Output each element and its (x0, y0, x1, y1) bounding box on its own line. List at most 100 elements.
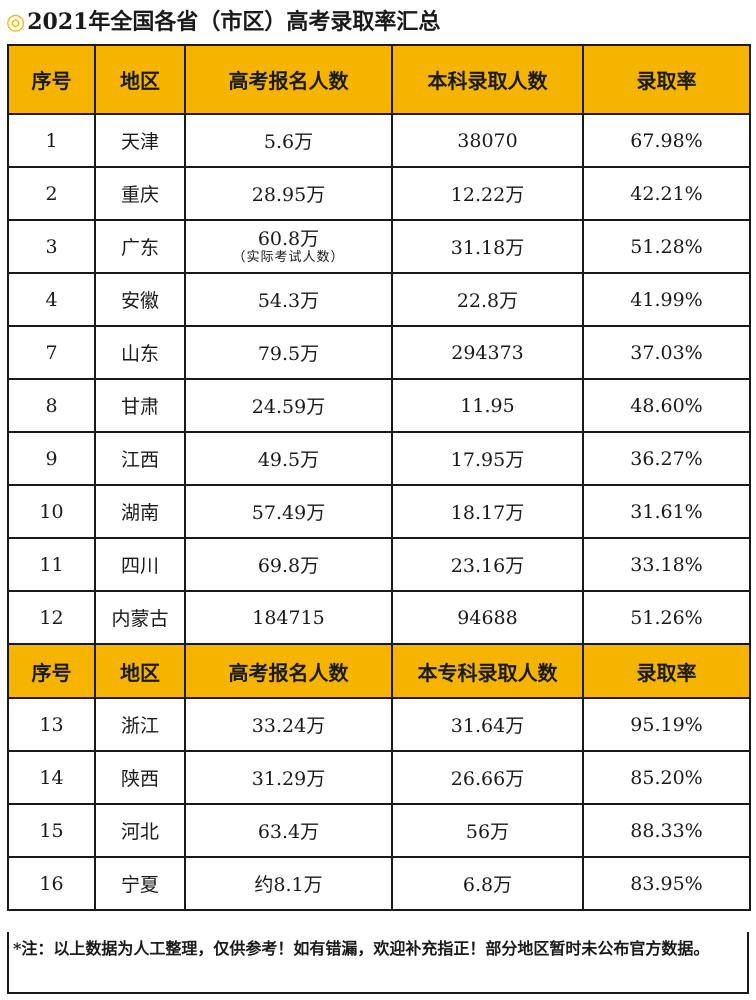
header-col-no: 序号 (7, 643, 96, 699)
cell-col-region: 湖南 (94, 484, 186, 539)
cell-col-region: 广东 (94, 219, 186, 274)
cell-col-applicants: 33.24万 (184, 697, 393, 752)
cell-col-admitted: 94688 (391, 590, 584, 645)
cell-col-admitted: 18.17万 (391, 484, 584, 539)
cell-col-rate: 33.18% (582, 537, 751, 592)
cell-col-region: 安徽 (94, 272, 186, 327)
cell-col-region: 河北 (94, 803, 186, 858)
cell-col-applicants: 63.4万 (184, 803, 393, 858)
cell-col-admitted: 23.16万 (391, 537, 584, 592)
cell-col-rate: 85.20% (582, 750, 751, 805)
cell-col-region: 四川 (94, 537, 186, 592)
cell-col-applicants: 60.8万 （实际考试人数） (184, 219, 393, 274)
table-row: 12 内蒙古 184715 94688 51.26% (7, 590, 751, 645)
table-row: 3 广东 60.8万 （实际考试人数） 31.18万 51.28% (7, 219, 751, 274)
table-row: 16 宁夏 约8.1万 6.8万 83.95% (7, 856, 751, 911)
cell-col-rate: 88.33% (582, 803, 751, 858)
table-row: 2 重庆 28.95万 12.22万 42.21% (7, 166, 751, 221)
cell-col-region: 浙江 (94, 697, 186, 752)
page-title: ◎2021年全国各省（市区）高考录取率汇总 (6, 4, 440, 40)
cell-col-region: 宁夏 (94, 856, 186, 911)
cell-col-no: 8 (7, 378, 96, 433)
cell-col-applicants: 54.3万 (184, 272, 393, 327)
table-header-row: 序号 地区 高考报名人数 本专科录取人数 录取率 (7, 643, 751, 699)
cell-col-rate: 48.60% (582, 378, 751, 433)
page-title-text: 2021年全国各省（市区）高考录取率汇总 (27, 9, 441, 35)
table-row: 14 陕西 31.29万 26.66万 85.20% (7, 750, 751, 805)
table-row: 4 安徽 54.3万 22.8万 41.99% (7, 272, 751, 327)
cell-col-applicants: 69.8万 (184, 537, 393, 592)
header-col-admitted: 本专科录取人数 (391, 643, 584, 699)
cell-col-no: 11 (7, 537, 96, 592)
table-row: 1 天津 5.6万 38070 67.98% (7, 113, 751, 168)
cell-col-rate: 37.03% (582, 325, 751, 380)
cell-col-applicants: 5.6万 (184, 113, 393, 168)
cell-col-no: 1 (7, 113, 96, 168)
cell-col-applicants: 57.49万 (184, 484, 393, 539)
cell-col-region: 甘肃 (94, 378, 186, 433)
cell-col-region: 陕西 (94, 750, 186, 805)
cell-col-admitted: 17.95万 (391, 431, 584, 486)
cell-col-admitted: 12.22万 (391, 166, 584, 221)
cell-col-admitted: 11.95 (391, 378, 584, 433)
table-row: 11 四川 69.8万 23.16万 33.18% (7, 537, 751, 592)
table-header-row: 序号 地区 高考报名人数 本科录取人数 录取率 (7, 44, 751, 115)
cell-col-rate: 41.99% (582, 272, 751, 327)
cell-col-no: 4 (7, 272, 96, 327)
cell-col-applicants: 49.5万 (184, 431, 393, 486)
cell-col-no: 15 (7, 803, 96, 858)
cell-col-region: 内蒙古 (94, 590, 186, 645)
cell-col-no: 10 (7, 484, 96, 539)
cell-col-no: 7 (7, 325, 96, 380)
table-row: 9 江西 49.5万 17.95万 36.27% (7, 431, 751, 486)
cell-col-no: 9 (7, 431, 96, 486)
cell-col-region: 江西 (94, 431, 186, 486)
cell-col-rate: 31.61% (582, 484, 751, 539)
cell-col-admitted: 31.18万 (391, 219, 584, 274)
cell-col-admitted: 22.8万 (391, 272, 584, 327)
table-row: 15 河北 63.4万 56万 88.33% (7, 803, 751, 858)
table-row: 13 浙江 33.24万 31.64万 95.19% (7, 697, 751, 752)
cell-col-applicants: 31.29万 (184, 750, 393, 805)
cell-col-rate: 95.19% (582, 697, 751, 752)
cell-col-region: 山东 (94, 325, 186, 380)
cell-col-applicants: 24.59万 (184, 378, 393, 433)
cell-col-region: 天津 (94, 113, 186, 168)
header-col-region: 地区 (94, 643, 186, 699)
footnote: *注：以上数据为人工整理，仅供参考！如有错漏，欢迎补充指正！部分地区暂时未公布官… (7, 932, 749, 994)
cell-col-admitted: 38070 (391, 113, 584, 168)
cell-col-rate: 42.21% (582, 166, 751, 221)
cell-col-rate: 51.26% (582, 590, 751, 645)
header-col-rate: 录取率 (582, 44, 751, 115)
applicants-note: （实际考试人数） (232, 249, 345, 265)
cell-col-admitted: 56万 (391, 803, 584, 858)
header-col-region: 地区 (94, 44, 186, 115)
cell-col-rate: 51.28% (582, 219, 751, 274)
cell-col-admitted: 6.8万 (391, 856, 584, 911)
cell-col-admitted: 31.64万 (391, 697, 584, 752)
cell-col-admitted: 294373 (391, 325, 584, 380)
header-col-applicants: 高考报名人数 (184, 643, 393, 699)
cell-col-rate: 83.95% (582, 856, 751, 911)
header-col-rate: 录取率 (582, 643, 751, 699)
cell-col-no: 14 (7, 750, 96, 805)
cell-col-applicants: 79.5万 (184, 325, 393, 380)
cell-col-no: 2 (7, 166, 96, 221)
cell-col-admitted: 26.66万 (391, 750, 584, 805)
table-row: 10 湖南 57.49万 18.17万 31.61% (7, 484, 751, 539)
cell-col-no: 3 (7, 219, 96, 274)
cell-col-rate: 36.27% (582, 431, 751, 486)
cell-col-applicants: 约8.1万 (184, 856, 393, 911)
header-col-no: 序号 (7, 44, 96, 115)
circle-mark-icon: ◎ (6, 9, 26, 35)
header-col-admitted: 本科录取人数 (391, 44, 584, 115)
table-row: 7 山东 79.5万 294373 37.03% (7, 325, 751, 380)
applicants-value: 60.8万 (257, 227, 320, 250)
cell-col-no: 16 (7, 856, 96, 911)
cell-col-applicants: 28.95万 (184, 166, 393, 221)
admission-table: 序号 地区 高考报名人数 本科录取人数 录取率 1 天津 5.6万 38070 67.98% 2 重庆… (7, 44, 751, 911)
table-row: 8 甘肃 24.59万 11.95 48.60% (7, 378, 751, 433)
cell-col-no: 13 (7, 697, 96, 752)
header-col-applicants: 高考报名人数 (184, 44, 393, 115)
cell-col-rate: 67.98% (582, 113, 751, 168)
